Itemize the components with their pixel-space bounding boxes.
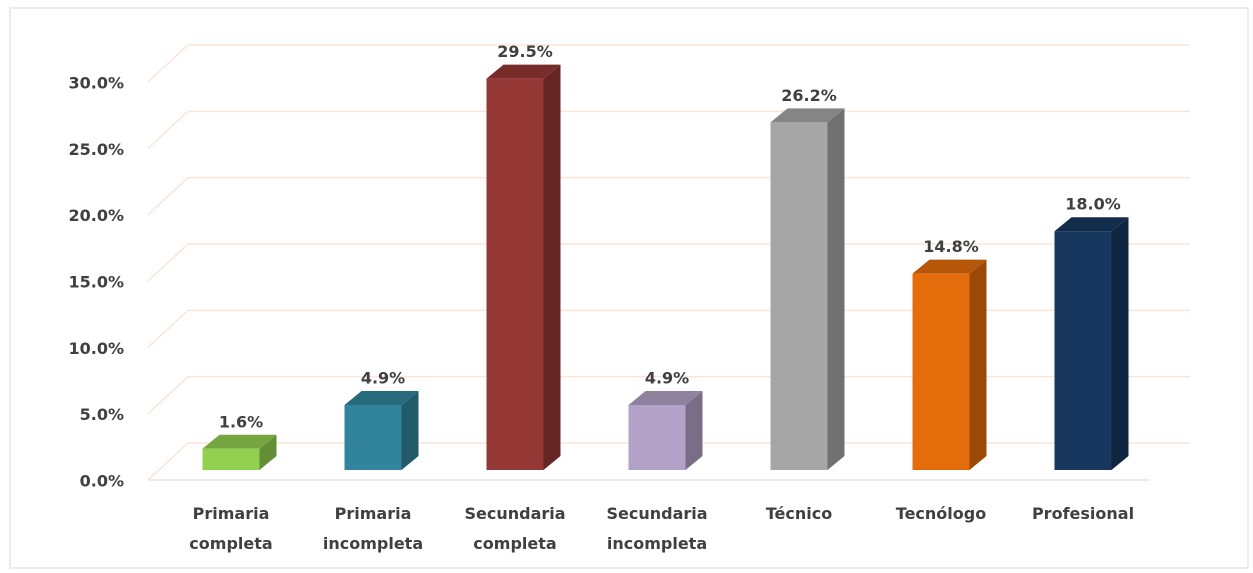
bar [1054,217,1129,470]
grid-line [147,309,1190,348]
bar-front [628,404,686,470]
y-tick-label: 5.0% [80,405,124,424]
y-tick-label: 0.0% [80,472,124,491]
grid-line [147,176,1190,216]
x-tick-label: Tecnólogo [896,504,986,523]
x-tick-label-line: Profesional [1032,504,1134,523]
x-tick-label-line: Primaria [193,504,270,523]
y-tick-label: 30.0% [68,74,124,93]
x-tick-label: Secundaria incompleta [606,504,707,553]
bar-side [401,390,419,470]
bar [912,259,987,470]
value-label: 1.6% [219,412,263,431]
grid-line [147,44,1190,83]
grid-line [147,243,1190,282]
value-label: 29.5% [497,42,553,61]
bar [486,64,561,470]
bar-top [628,390,703,405]
bar-top [912,259,987,274]
bar-side [969,259,987,470]
x-tick-label-line: incompleta [607,534,707,553]
y-tick-label: 25.0% [68,140,124,159]
x-tick-label-line: Tecnólogo [896,504,986,523]
value-label: 4.9% [645,368,689,387]
bar-front [486,78,544,470]
value-label: 18.0% [1065,195,1121,214]
x-tick-label: Técnico [766,504,832,523]
grid-line [147,110,1190,149]
bar-top [1054,217,1129,232]
bar-side [685,390,703,470]
bar-front [202,448,260,470]
x-tick-label-line: completa [473,534,556,553]
y-tick-label: 10.0% [68,339,124,358]
y-tick-label: 20.0% [68,206,124,225]
bar [202,434,277,470]
bar-top [770,108,845,123]
bar-side [827,108,845,470]
bar-front [912,273,970,470]
bar-side [1111,217,1129,470]
x-tick-label-line: Técnico [766,504,832,523]
bar-top [486,64,561,79]
x-tick-label-line: Primaria [335,504,412,523]
x-tick-label: Primaria incompleta [323,504,423,553]
bar-top [344,390,419,405]
bar-top [202,434,277,449]
x-tick-label-line: completa [189,534,272,553]
bar-front [770,122,828,470]
x-tick-label: Secundaria completa [464,504,565,553]
y-tick-label: 15.0% [68,273,124,292]
value-label: 26.2% [781,86,837,105]
chart-border [9,7,1249,569]
bar-side [543,64,561,470]
bar [770,108,845,470]
x-tick-label: Profesional [1032,504,1134,523]
x-tick-label-line: Secundaria [606,504,707,523]
bar [344,390,419,470]
bar-front [344,404,402,470]
value-label: 4.9% [361,368,405,387]
grid-line [147,442,1190,481]
bar-front [1054,231,1112,470]
x-tick-label: Primaria completa [189,504,272,553]
value-label: 14.8% [923,237,979,256]
grid-line [147,375,1190,415]
bar [628,390,703,470]
x-tick-label-line: Secundaria [464,504,565,523]
x-tick-label-line: incompleta [323,534,423,553]
bar-side [259,434,277,470]
